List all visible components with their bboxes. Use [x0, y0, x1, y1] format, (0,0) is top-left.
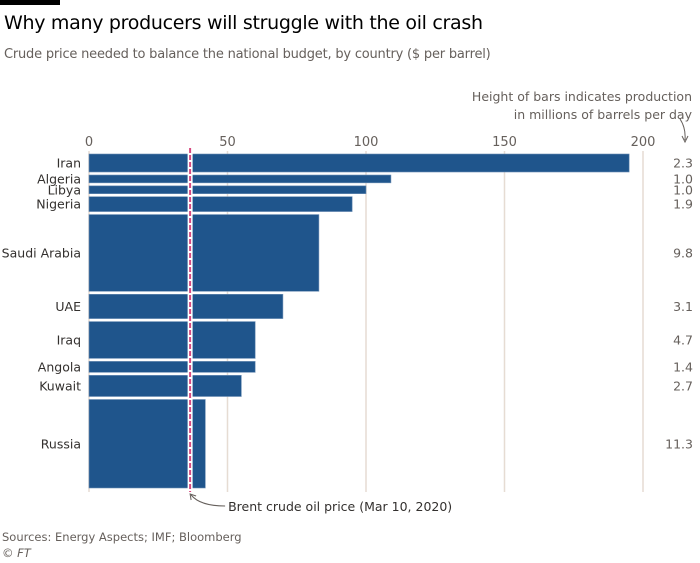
production-label-saudi-arabia: 9.8 — [673, 245, 693, 260]
category-label-algeria: Algeria — [37, 171, 81, 186]
category-label-saudi-arabia: Saudi Arabia — [2, 245, 81, 260]
bar-algeria — [88, 174, 392, 184]
note-arrow-icon — [679, 118, 686, 141]
reference-annotation-arrowhead — [189, 493, 197, 501]
bar-height-note-line2: in millions of barrels per day — [513, 107, 692, 122]
ft-top-rule — [0, 0, 60, 5]
production-label-russia: 11.3 — [665, 436, 693, 451]
x-tick-label-200: 200 — [631, 135, 656, 150]
category-label-libya: Libya — [48, 182, 81, 197]
bars — [88, 153, 630, 489]
reference-line-group: Brent crude oil price (Mar 10, 2020) — [187, 148, 452, 514]
x-axis-ticks: 0 50 100 150 200 — [85, 135, 656, 150]
bar-iran — [88, 153, 630, 173]
x-tick-label-50: 50 — [219, 135, 236, 150]
reference-annotation-arrow — [190, 494, 226, 507]
chart-title: Why many producers will struggle with th… — [4, 12, 483, 34]
category-label-nigeria: Nigeria — [36, 197, 81, 212]
note-arrow-head — [681, 135, 689, 144]
x-tick-label-100: 100 — [354, 135, 379, 150]
bar-height-note: Height of bars indicates production in m… — [472, 88, 692, 124]
production-label-libya: 1.0 — [673, 182, 693, 197]
production-label-iran: 2.3 — [673, 156, 693, 171]
chart-subtitle: Crude price needed to balance the nation… — [4, 47, 491, 62]
category-label-russia: Russia — [41, 436, 81, 451]
production-label-angola: 1.4 — [673, 359, 693, 374]
category-label-iran: Iran — [57, 156, 81, 171]
x-tick-label-0: 0 — [85, 135, 93, 150]
production-label-nigeria: 1.9 — [673, 197, 693, 212]
production-label-iraq: 4.7 — [673, 332, 693, 347]
bar-saudi-arabia — [88, 214, 320, 292]
reference-line-label: Brent crude oil price (Mar 10, 2020) — [228, 499, 452, 514]
note-arrow — [679, 118, 689, 144]
bar-nigeria — [88, 196, 353, 212]
bar-russia — [88, 399, 206, 489]
bar-libya — [88, 185, 367, 194]
production-label-algeria: 1.0 — [673, 171, 693, 186]
category-label-kuwait: Kuwait — [39, 378, 81, 393]
category-label-uae: UAE — [55, 299, 81, 314]
production-labels: 2.31.01.01.99.83.14.71.42.711.3 — [665, 156, 693, 452]
x-tick-label-150: 150 — [492, 135, 517, 150]
category-label-angola: Angola — [38, 359, 81, 374]
sources: Sources: Energy Aspects; IMF; Bloomberg — [2, 530, 242, 544]
bar-uae — [88, 294, 284, 319]
copyright: © FT — [2, 546, 31, 560]
production-label-kuwait: 2.7 — [673, 378, 693, 393]
production-label-uae: 3.1 — [673, 299, 693, 314]
bar-kuwait — [88, 375, 242, 397]
bar-angola — [88, 361, 256, 373]
bar-height-note-line1: Height of bars indicates production — [471, 89, 692, 104]
category-label-iraq: Iraq — [57, 332, 81, 347]
bar-iraq — [88, 321, 256, 359]
